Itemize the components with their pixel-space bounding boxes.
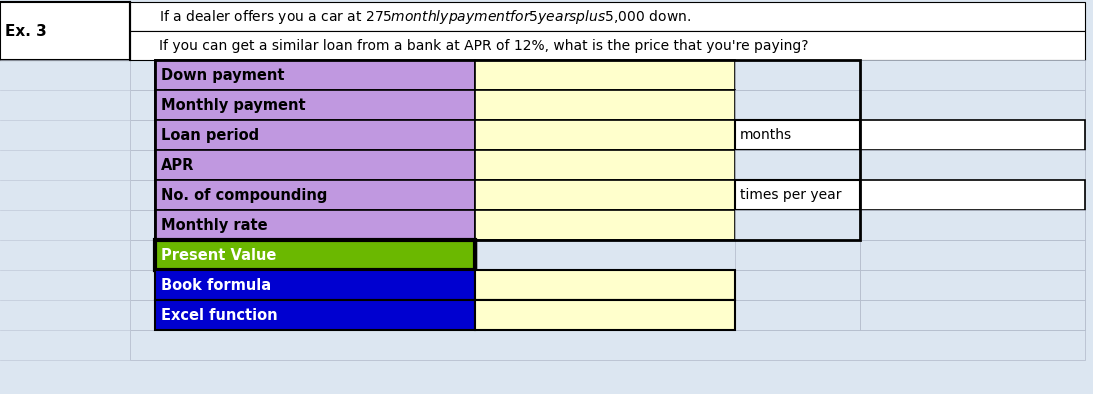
- Bar: [130, 2, 1085, 31]
- Bar: [734, 270, 860, 300]
- Bar: [860, 240, 1085, 270]
- Bar: [860, 300, 1085, 330]
- Bar: [475, 270, 734, 300]
- Bar: [734, 120, 860, 150]
- Bar: [155, 240, 475, 270]
- Text: Ex. 3: Ex. 3: [5, 24, 47, 39]
- Bar: [860, 180, 1085, 210]
- Bar: [130, 150, 1085, 180]
- Text: Book formula: Book formula: [161, 277, 271, 292]
- Bar: [475, 210, 734, 240]
- Text: times per year: times per year: [740, 188, 842, 202]
- Bar: [475, 180, 734, 210]
- Bar: [475, 270, 734, 300]
- Bar: [0, 2, 130, 60]
- Text: Excel function: Excel function: [161, 307, 278, 323]
- Text: No. of compounding: No. of compounding: [161, 188, 328, 203]
- Bar: [155, 180, 475, 210]
- Bar: [860, 270, 1085, 300]
- Bar: [860, 210, 1085, 240]
- Bar: [860, 120, 1085, 150]
- Text: Book formula: Book formula: [161, 277, 271, 292]
- Bar: [860, 60, 1085, 90]
- Bar: [155, 300, 475, 330]
- Bar: [130, 60, 1085, 90]
- Bar: [734, 210, 860, 240]
- Bar: [155, 120, 475, 150]
- Text: Monthly rate: Monthly rate: [161, 217, 268, 232]
- Bar: [860, 150, 1085, 180]
- Bar: [734, 180, 860, 210]
- Bar: [734, 300, 860, 330]
- Bar: [155, 270, 475, 300]
- Text: Present Value: Present Value: [161, 247, 277, 262]
- Bar: [155, 60, 860, 240]
- Bar: [0, 60, 130, 360]
- Bar: [475, 300, 734, 330]
- Text: If a dealer offers you a car at $275 monthly payment for 5 years plus $5,000 dow: If a dealer offers you a car at $275 mon…: [158, 7, 691, 26]
- Bar: [475, 90, 734, 120]
- Bar: [734, 240, 860, 270]
- Bar: [734, 150, 860, 180]
- Bar: [155, 90, 475, 120]
- Bar: [734, 90, 860, 120]
- Bar: [130, 300, 1085, 330]
- Bar: [155, 240, 475, 270]
- Bar: [475, 150, 734, 180]
- Text: If you can get a similar loan from a bank at APR of 12%, what is the price that : If you can get a similar loan from a ban…: [158, 39, 809, 52]
- Bar: [475, 60, 734, 90]
- Bar: [155, 150, 475, 180]
- Bar: [130, 240, 1085, 270]
- Bar: [155, 60, 475, 90]
- Bar: [130, 120, 1085, 150]
- Bar: [130, 31, 1085, 60]
- Bar: [475, 300, 734, 330]
- Bar: [155, 210, 475, 240]
- Text: Down payment: Down payment: [161, 67, 284, 82]
- Bar: [130, 270, 1085, 300]
- Text: Loan period: Loan period: [161, 128, 259, 143]
- Bar: [130, 90, 1085, 120]
- Bar: [130, 180, 1085, 210]
- Text: Present Value: Present Value: [161, 247, 277, 262]
- Bar: [475, 120, 734, 150]
- Bar: [734, 60, 860, 90]
- Bar: [155, 300, 475, 330]
- Bar: [130, 210, 1085, 240]
- Text: Monthly payment: Monthly payment: [161, 97, 306, 113]
- Bar: [155, 270, 475, 300]
- Bar: [860, 90, 1085, 120]
- Bar: [130, 330, 1085, 360]
- Text: Excel function: Excel function: [161, 307, 278, 323]
- Text: months: months: [740, 128, 792, 142]
- Text: APR: APR: [161, 158, 195, 173]
